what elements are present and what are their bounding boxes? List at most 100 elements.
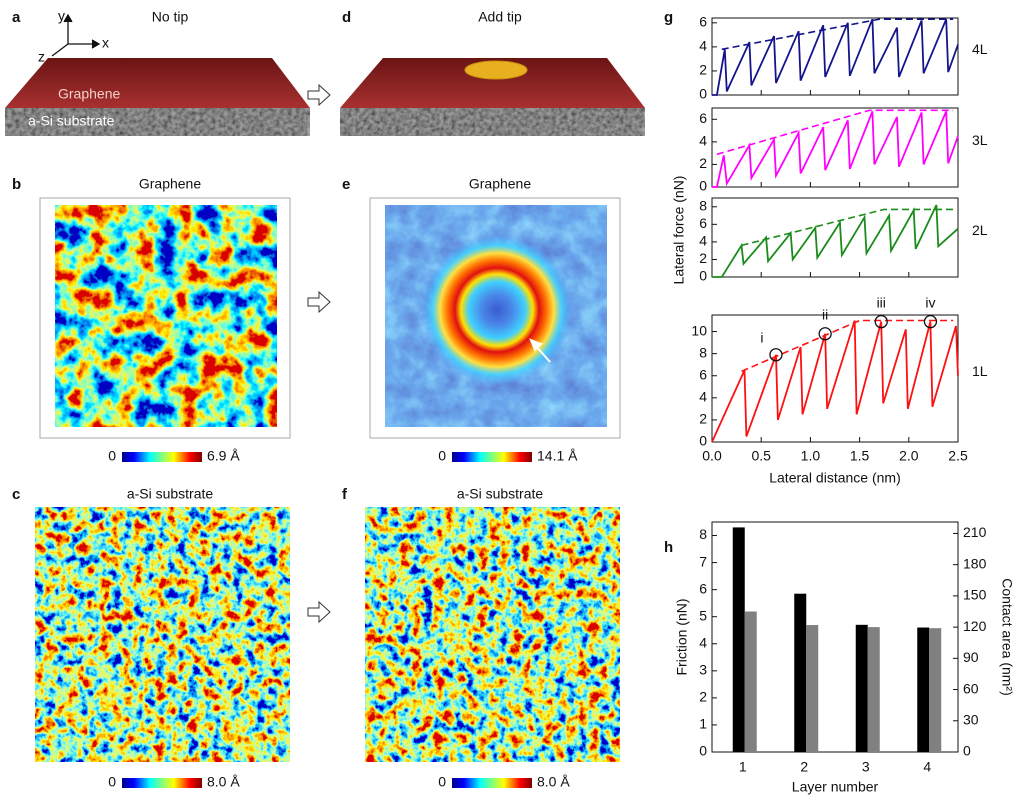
colorbar-label: 8.0 Å <box>537 774 570 790</box>
colorbar-label: 0 <box>438 774 446 790</box>
height-map <box>55 205 277 427</box>
force-trace <box>712 18 959 96</box>
colorbar <box>452 452 532 462</box>
pointer-arrow <box>529 338 551 363</box>
axes-frame <box>711 197 959 278</box>
y-tick-label: 0 <box>699 268 707 284</box>
y-tick-label: 2 <box>699 689 707 705</box>
y-tick-label: 3 <box>699 662 707 678</box>
x-tick-label: 4 <box>923 759 931 775</box>
y-tick-label: 10 <box>691 322 707 338</box>
panel-letter: e <box>342 176 350 193</box>
y-tick-label: 2 <box>699 411 707 427</box>
y-tick-label: 4 <box>699 133 707 149</box>
y-tick-label: 6 <box>699 215 707 231</box>
slab <box>340 58 645 136</box>
x-axis-label: Lateral distance (nm) <box>769 470 901 486</box>
y-tick-label: 2 <box>699 155 707 171</box>
height-map <box>35 507 290 762</box>
axis-name: x <box>102 35 109 51</box>
annotation-marker <box>874 314 888 329</box>
axis-name: y <box>58 8 65 24</box>
y2-tick-label: 90 <box>963 649 979 665</box>
y2-tick-label: 180 <box>963 555 987 571</box>
axis-name: z <box>38 49 45 65</box>
colorbar-label: 14.1 Å <box>537 448 578 464</box>
panel-letter: b <box>12 176 21 193</box>
y2-tick-label: 0 <box>963 743 971 759</box>
envelope-line <box>741 319 954 373</box>
y-tick-label: 1 <box>699 716 707 732</box>
y2-tick-label: 120 <box>963 618 987 634</box>
y-tick-label: 6 <box>699 110 707 126</box>
y-tick-label: 0 <box>699 178 707 194</box>
axes-frame <box>711 521 959 753</box>
y-tick-label: 0 <box>699 86 707 102</box>
tip-ring <box>422 235 572 385</box>
annotation-label: iii <box>877 294 886 310</box>
force-trace <box>712 111 959 188</box>
y-tick-label: 8 <box>699 197 707 213</box>
force-trace <box>711 320 959 443</box>
colorbar-label: 8.0 Å <box>207 774 240 790</box>
y-tick-label: 8 <box>699 344 707 360</box>
slab-label: Graphene <box>58 86 120 102</box>
force-trace <box>712 204 959 278</box>
bar <box>929 628 942 752</box>
y2-tick-label: 60 <box>963 680 979 696</box>
y-tick-label: 0 <box>699 743 707 759</box>
colorbar-label: 0 <box>108 774 116 790</box>
series-label: 1L <box>972 363 988 379</box>
panel-title: Graphene <box>469 176 531 192</box>
slab <box>5 58 310 136</box>
series-label: 4L <box>972 41 988 57</box>
axes-glyph <box>51 13 101 57</box>
annotation-marker <box>769 348 783 362</box>
bar <box>855 624 868 752</box>
y-tick-label: 5 <box>699 607 707 623</box>
colorbar-label: 6.9 Å <box>207 448 240 464</box>
x-tick-label: 1.5 <box>850 448 870 464</box>
envelope-line <box>741 208 954 247</box>
panel-letter: a <box>12 9 21 26</box>
y-tick-label: 4 <box>699 233 707 249</box>
bar <box>867 627 880 752</box>
x-tick-label: 0.5 <box>751 448 771 464</box>
x-tick-label: 2.5 <box>948 448 968 464</box>
envelope-line <box>716 109 954 156</box>
bar <box>794 593 807 752</box>
y2-tick-label: 210 <box>963 524 987 540</box>
panel-letter: g <box>664 9 673 26</box>
panel-title: Graphene <box>139 176 201 192</box>
y-tick-label: 2 <box>699 62 707 78</box>
annotation-label: ii <box>822 306 828 322</box>
x-tick-label: 1.0 <box>801 448 821 464</box>
colorbar-label: 0 <box>108 448 116 464</box>
x-tick-label: 2 <box>800 759 808 775</box>
y-axis-label: Lateral force (nN) <box>671 176 687 285</box>
panel-title: a-Si substrate <box>457 486 544 502</box>
annotation-marker <box>818 327 832 341</box>
y-tick-label: 4 <box>699 389 707 405</box>
colorbar <box>452 778 532 788</box>
y2-tick-label: 30 <box>963 711 979 727</box>
x-tick-label: 3 <box>862 759 870 775</box>
panel-title: No tip <box>152 9 189 25</box>
slab-label: a-Si substrate <box>28 113 115 129</box>
y-tick-label: 6 <box>699 366 707 382</box>
bar <box>917 627 930 752</box>
y-tick-label: 7 <box>699 553 707 569</box>
x-tick-label: 2.0 <box>899 448 919 464</box>
panel-letter: c <box>12 486 20 503</box>
series-label: 3L <box>972 132 988 148</box>
axes-frame <box>711 17 959 96</box>
colorbar <box>122 452 202 462</box>
axes-frame <box>711 314 959 443</box>
bar <box>744 611 757 752</box>
y-tick-label: 6 <box>699 14 707 30</box>
y-tick-label: 4 <box>699 634 707 650</box>
envelope-line <box>721 18 954 51</box>
panel-letter: h <box>664 539 673 556</box>
axes-frame <box>711 107 959 188</box>
y-tick-label: 8 <box>699 526 707 542</box>
